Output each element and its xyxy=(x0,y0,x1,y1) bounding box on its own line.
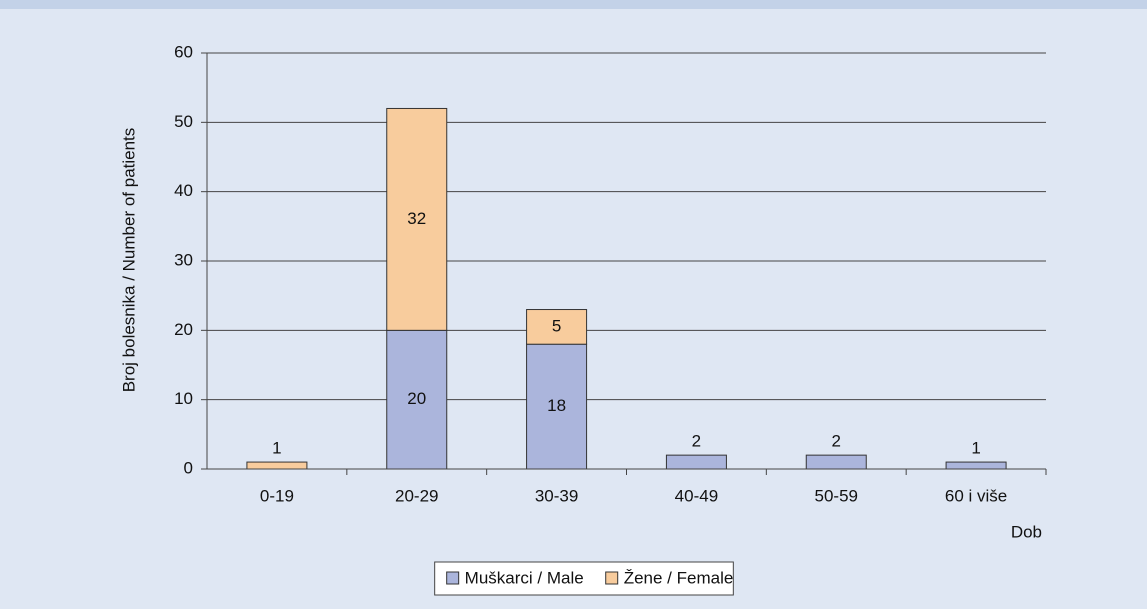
y-tick-label: 0 xyxy=(184,458,193,477)
x-tick-label: 0-19 xyxy=(260,486,294,505)
x-tick-label: 40-49 xyxy=(675,486,718,505)
data-label: 5 xyxy=(552,316,561,335)
legend-label: Žene / Female xyxy=(624,568,734,587)
y-tick-label: 10 xyxy=(174,389,193,408)
top-band xyxy=(0,0,1147,9)
data-label: 2 xyxy=(832,432,841,451)
legend: Muškarci / Male Žene / Female xyxy=(434,561,734,596)
bar-segment xyxy=(386,329,448,470)
legend-swatch xyxy=(446,571,460,585)
legend-label: Muškarci / Male xyxy=(465,568,584,587)
bar-segment xyxy=(805,454,867,470)
y-tick-label: 20 xyxy=(174,320,193,339)
data-label: 18 xyxy=(547,396,566,415)
data-label: 32 xyxy=(407,209,426,228)
bar-segment xyxy=(246,461,308,470)
data-label: 1 xyxy=(971,439,980,458)
bar-segment xyxy=(386,107,448,331)
y-tick-label: 50 xyxy=(174,112,193,131)
bar-segment xyxy=(526,309,588,345)
x-tick-label: 60 i više xyxy=(945,486,1007,505)
data-label: 2 xyxy=(692,432,701,451)
bar-segment xyxy=(665,454,727,470)
bar-segment xyxy=(945,461,1007,470)
x-axis-label: Dob xyxy=(1011,522,1042,541)
legend-box xyxy=(434,561,734,596)
y-axis-label: Broj bolesnika / Number of patients xyxy=(119,128,138,393)
data-label: 1 xyxy=(272,439,281,458)
y-tick-label: 60 xyxy=(174,42,193,61)
data-label: 20 xyxy=(407,389,426,408)
y-tick-label: 40 xyxy=(174,181,193,200)
y-tick-label: 30 xyxy=(174,250,193,269)
x-tick-label: 30-39 xyxy=(535,486,578,505)
legend-swatch xyxy=(605,571,619,585)
x-tick-label: 20-29 xyxy=(395,486,438,505)
x-tick-label: 50-59 xyxy=(815,486,858,505)
